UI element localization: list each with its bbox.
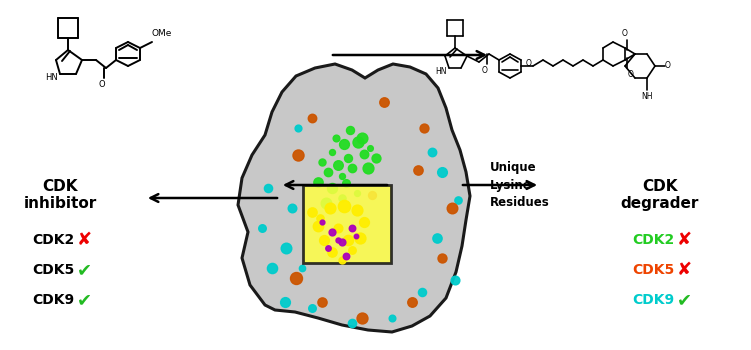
Text: CDK2: CDK2 [632, 233, 674, 247]
Text: CDK9: CDK9 [32, 293, 74, 307]
Text: ✔: ✔ [77, 291, 92, 309]
Text: CDK
inhibitor: CDK inhibitor [23, 179, 97, 211]
Text: CDK
degrader: CDK degrader [621, 179, 699, 211]
Text: ✘: ✘ [677, 231, 692, 249]
Text: Unique
Lysine
Residues: Unique Lysine Residues [490, 161, 550, 209]
Text: O: O [628, 70, 634, 79]
Text: ✔: ✔ [677, 291, 692, 309]
Text: ✘: ✘ [77, 231, 92, 249]
Text: O: O [665, 62, 671, 70]
Text: CDK9: CDK9 [632, 293, 674, 307]
Text: ✔: ✔ [77, 261, 92, 279]
Text: O: O [482, 66, 488, 75]
Text: CDK2: CDK2 [32, 233, 74, 247]
Text: ✘: ✘ [677, 261, 692, 279]
Text: CDK5: CDK5 [32, 263, 74, 277]
Bar [303, 185, 391, 263]
Text: HN: HN [45, 74, 58, 83]
Text: NH: NH [641, 92, 653, 101]
Text: HN: HN [436, 66, 447, 76]
Text: O: O [525, 60, 531, 69]
Text: CDK5: CDK5 [632, 263, 674, 277]
Polygon shape [238, 64, 470, 332]
Text: O: O [622, 29, 628, 38]
Text: OMe: OMe [152, 29, 173, 38]
Text: O: O [98, 80, 105, 89]
